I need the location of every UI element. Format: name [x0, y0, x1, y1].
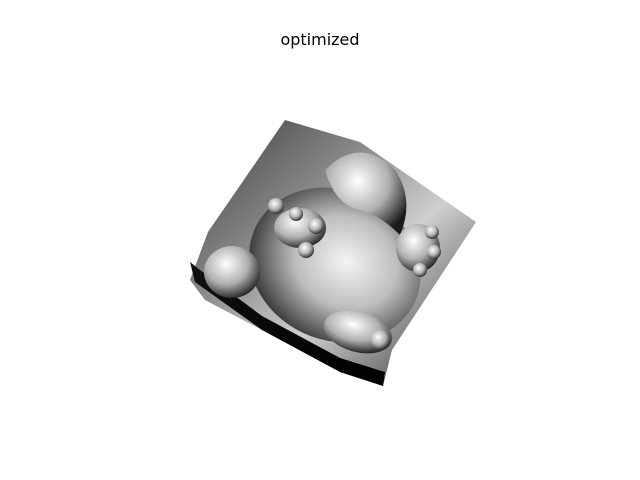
surface-edge [190, 262, 385, 386]
tail-shape [325, 152, 407, 235]
left-lower-limb [204, 246, 260, 298]
left-foot [274, 208, 326, 248]
figure-title: optimized [280, 30, 360, 49]
